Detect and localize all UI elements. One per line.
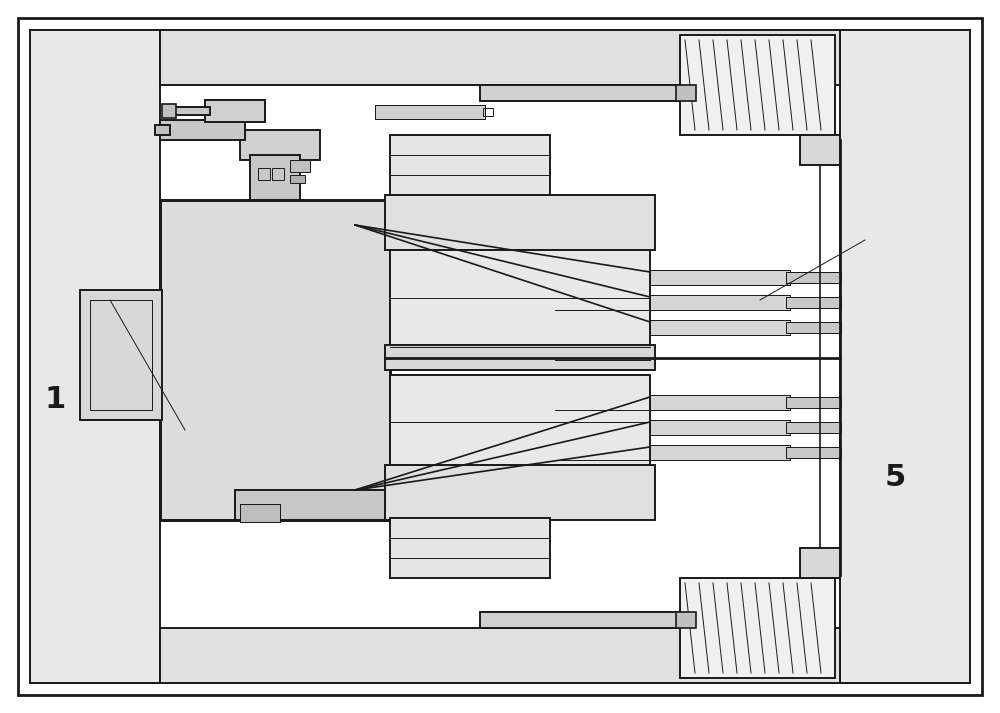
Bar — [786, 397, 841, 408]
Bar — [680, 35, 835, 135]
Bar — [840, 30, 970, 683]
Bar — [375, 105, 485, 119]
Bar — [375, 105, 485, 119]
Bar — [650, 295, 790, 310]
Bar — [175, 107, 210, 115]
Bar — [30, 30, 160, 683]
Bar — [650, 445, 790, 460]
Bar — [480, 612, 680, 628]
Bar — [272, 168, 284, 180]
Bar — [155, 125, 170, 135]
Bar — [650, 320, 790, 335]
Bar — [786, 397, 841, 408]
Bar — [786, 297, 841, 308]
Bar — [650, 420, 790, 435]
Bar — [390, 518, 550, 578]
Bar — [390, 518, 550, 578]
Bar — [650, 295, 790, 310]
Bar — [235, 490, 385, 520]
Bar — [258, 168, 270, 180]
Bar — [680, 578, 835, 678]
Bar — [786, 447, 841, 458]
Bar — [786, 272, 841, 283]
Bar — [390, 135, 550, 195]
Bar — [160, 628, 840, 683]
Bar — [786, 322, 841, 333]
Bar — [30, 30, 160, 683]
Bar — [800, 548, 840, 578]
Bar — [160, 120, 245, 140]
Bar — [80, 290, 162, 420]
Bar — [650, 395, 790, 410]
Bar — [240, 130, 320, 160]
Bar — [385, 345, 655, 370]
Bar — [290, 160, 310, 172]
Bar — [160, 200, 390, 520]
Bar — [390, 250, 650, 345]
Bar — [385, 465, 655, 520]
Bar — [205, 100, 265, 122]
Bar — [385, 345, 655, 370]
Bar — [390, 135, 550, 195]
Bar — [840, 30, 970, 683]
Bar — [162, 104, 176, 118]
Bar — [235, 490, 385, 520]
Bar — [650, 320, 790, 335]
Bar — [650, 270, 790, 285]
Bar — [786, 447, 841, 458]
Bar — [160, 200, 390, 520]
Bar — [786, 422, 841, 433]
Text: 5: 5 — [884, 463, 906, 492]
Bar — [390, 250, 650, 345]
Bar — [800, 548, 840, 578]
Bar — [650, 445, 790, 460]
Bar — [786, 297, 841, 308]
Bar — [385, 195, 655, 250]
Bar — [480, 85, 680, 101]
Bar — [205, 100, 265, 122]
Bar — [786, 272, 841, 283]
Bar — [290, 175, 305, 183]
Bar — [160, 30, 840, 85]
Bar — [650, 420, 790, 435]
Bar — [650, 395, 790, 410]
Bar — [390, 375, 650, 465]
Bar — [385, 465, 655, 520]
Bar — [155, 125, 170, 135]
Bar — [800, 135, 840, 165]
Bar — [680, 35, 835, 135]
Bar — [650, 270, 790, 285]
Bar — [800, 135, 840, 165]
Bar — [483, 108, 493, 116]
Bar — [240, 504, 280, 522]
Bar — [240, 504, 280, 522]
Bar — [80, 290, 162, 420]
Bar — [385, 195, 655, 250]
Bar — [680, 578, 835, 678]
Bar — [786, 322, 841, 333]
Bar — [786, 422, 841, 433]
Bar — [240, 130, 320, 160]
Bar — [160, 120, 245, 140]
Bar — [160, 628, 840, 683]
Bar — [160, 30, 840, 85]
Bar — [480, 85, 680, 101]
Bar — [175, 107, 210, 115]
Text: 1: 1 — [44, 385, 66, 414]
Bar — [676, 612, 696, 628]
Bar — [390, 375, 650, 465]
Bar — [480, 612, 680, 628]
Bar — [250, 155, 300, 200]
Bar — [90, 300, 152, 410]
Bar — [250, 155, 300, 200]
Bar — [676, 85, 696, 101]
